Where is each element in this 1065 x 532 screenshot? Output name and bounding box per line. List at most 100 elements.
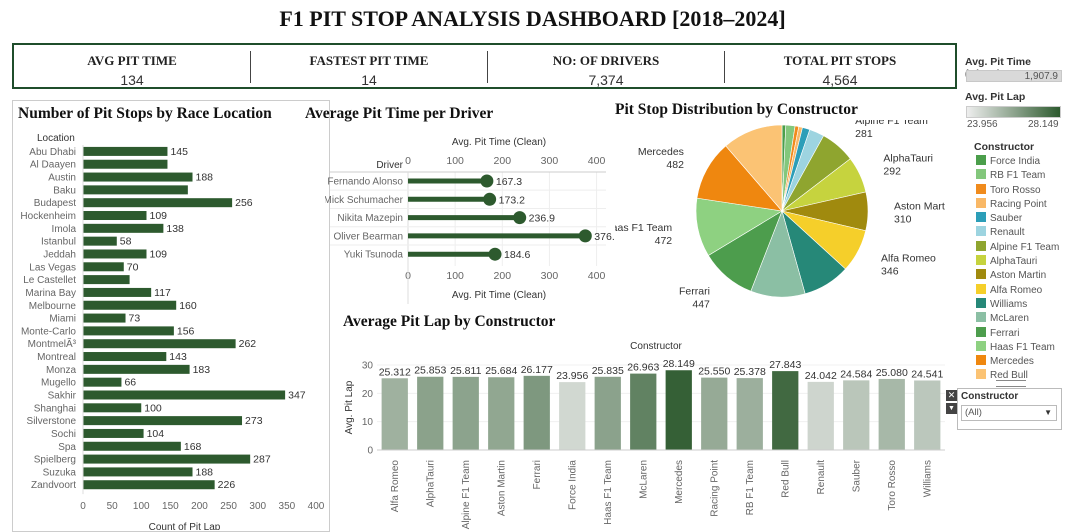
legend-item[interactable]: Red Bull — [976, 369, 1061, 383]
data-label: 25.550 — [698, 366, 730, 378]
pit-lap-max: 28.149 — [1028, 119, 1059, 130]
kpi-fastest-pit-time: FASTEST PIT TIME 14 — [251, 45, 487, 88]
bar[interactable] — [83, 416, 243, 426]
legend-item[interactable]: Toro Rosso — [976, 183, 1061, 198]
bar[interactable] — [83, 146, 168, 156]
legend-item[interactable]: Williams — [976, 297, 1061, 312]
legend-label: Red Bull — [990, 370, 1028, 382]
bar[interactable] — [83, 223, 164, 233]
legend-resize-handle[interactable] — [996, 380, 1026, 387]
data-label: 26.963 — [627, 362, 659, 374]
legend-item[interactable]: Alfa Romeo — [976, 283, 1061, 298]
close-icon[interactable]: ✕ — [946, 390, 957, 401]
legend-item[interactable]: Racing Point — [976, 197, 1061, 212]
legend-item[interactable]: Sauber — [976, 212, 1061, 226]
legend-label: Ferrari — [990, 327, 1020, 339]
legend-item[interactable]: Haas F1 Team — [976, 340, 1061, 355]
bar[interactable] — [914, 380, 941, 450]
bar[interactable] — [452, 376, 479, 450]
bar[interactable] — [83, 198, 233, 208]
kpi-value: 14 — [361, 72, 377, 88]
bar[interactable] — [878, 378, 905, 450]
legend-item[interactable]: McLaren — [976, 312, 1061, 326]
data-label: 25.811 — [450, 365, 481, 377]
category-label: Las Vegas — [29, 262, 76, 273]
bar[interactable] — [665, 370, 692, 450]
bar[interactable] — [83, 352, 167, 362]
lollipop-head[interactable] — [578, 229, 592, 243]
legend-swatch — [976, 312, 986, 323]
x-tick-label: Mercedes — [674, 460, 685, 504]
chevron-down-icon[interactable]: ▼ — [946, 403, 957, 414]
data-label: 25.378 — [734, 366, 766, 378]
bar[interactable] — [83, 236, 117, 246]
data-label: 183 — [193, 364, 211, 376]
legend-item[interactable]: RB F1 Team — [976, 169, 1061, 183]
legend-item[interactable]: Ferrari — [976, 326, 1061, 341]
legend-item[interactable]: Force India — [976, 155, 1061, 169]
lollipop-head[interactable] — [488, 247, 502, 261]
lollipop-head[interactable] — [480, 174, 494, 188]
legend-item[interactable]: Aston Martin — [976, 269, 1061, 283]
bar[interactable] — [83, 249, 147, 259]
bar[interactable] — [83, 185, 188, 195]
bar[interactable] — [523, 375, 550, 450]
category-label: Suzuka — [43, 467, 77, 478]
bar[interactable] — [381, 378, 408, 450]
bar[interactable] — [83, 300, 177, 310]
legend-item[interactable]: Renault — [976, 226, 1061, 240]
bar[interactable] — [417, 376, 444, 450]
data-label: 28.149 — [663, 358, 695, 370]
bar[interactable] — [83, 313, 126, 323]
data-label: 24.541 — [911, 368, 943, 380]
bar[interactable] — [594, 376, 621, 450]
category-label: Le Castellet — [23, 275, 76, 286]
bar[interactable] — [83, 454, 251, 464]
bar[interactable] — [807, 381, 834, 450]
kpi-divider — [487, 51, 488, 83]
slice-name-label: AlphaTauri — [883, 152, 933, 164]
bar[interactable] — [83, 159, 168, 169]
pit-lap-min: 23.956 — [967, 119, 998, 130]
lollipop-head[interactable] — [483, 192, 497, 206]
bar[interactable] — [83, 441, 181, 451]
bar[interactable] — [83, 390, 286, 400]
bar[interactable] — [83, 275, 130, 285]
lollipop-head[interactable] — [513, 211, 527, 225]
bar[interactable] — [83, 364, 190, 374]
legend-item[interactable]: Alpine F1 Team — [976, 240, 1061, 255]
bar[interactable] — [83, 262, 124, 272]
x-axis-label-top: Avg. Pit Time (Clean) — [452, 137, 546, 148]
bar[interactable] — [83, 287, 152, 297]
category-label: Jeddah — [43, 249, 76, 260]
bar[interactable] — [83, 172, 193, 182]
x-tick-label: 0 — [80, 501, 86, 512]
bar[interactable] — [83, 480, 215, 490]
bar[interactable] — [83, 211, 147, 221]
slice-value-label: 281 — [855, 128, 873, 140]
category-label: MontmelÃ³ — [28, 337, 77, 350]
bar[interactable] — [488, 377, 515, 450]
bar[interactable] — [83, 339, 236, 349]
data-label: 168 — [184, 441, 202, 453]
legend-item[interactable]: Mercedes — [976, 355, 1061, 369]
bar[interactable] — [736, 378, 763, 450]
bar[interactable] — [559, 382, 586, 450]
bar[interactable] — [83, 377, 122, 387]
kpi-drivers: NO: OF DRIVERS 7,374 — [488, 45, 724, 88]
data-label: 138 — [166, 223, 184, 235]
constructor-filter-select[interactable]: (All) ▼ — [961, 405, 1057, 421]
legend-item[interactable]: AlphaTauri — [976, 255, 1061, 269]
legend-label: Williams — [990, 298, 1028, 310]
bar[interactable] — [83, 326, 174, 336]
bar[interactable] — [630, 373, 657, 450]
bar[interactable] — [83, 467, 193, 477]
bar[interactable] — [772, 371, 799, 450]
data-label: 156 — [177, 325, 195, 337]
data-label: 376.1 — [594, 231, 615, 243]
bar[interactable] — [83, 428, 144, 438]
bar[interactable] — [83, 403, 142, 413]
bar[interactable] — [843, 380, 870, 450]
bar[interactable] — [701, 377, 728, 450]
pie-slice[interactable] — [725, 124, 783, 212]
